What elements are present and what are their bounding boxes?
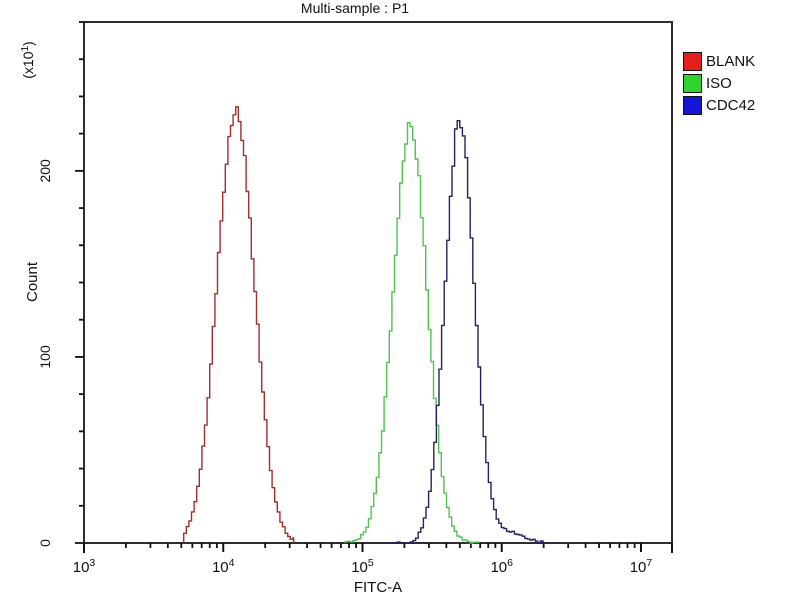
x-axis-tick-label: 104	[212, 557, 235, 576]
legend-swatch-blue	[683, 95, 702, 115]
y-axis-tick-label: 200	[37, 159, 53, 183]
legend-label: BLANK	[706, 52, 756, 70]
legend: BLANK ISO CDC42	[683, 51, 756, 118]
legend-swatch-green	[683, 73, 702, 93]
x-axis-tick-label: 105	[351, 557, 374, 576]
x-axis-tick-label: 103	[73, 557, 96, 576]
x-axis-tick-label: 107	[630, 557, 653, 576]
series-curve-cdc42	[387, 120, 550, 544]
x-axis-title: FITC-A	[354, 579, 402, 596]
series-curve-blank	[183, 106, 295, 543]
series-curve-iso	[344, 122, 480, 544]
y-axis-multiplier-label: (x101)	[20, 41, 36, 78]
x-axis-tick-label: 106	[490, 557, 513, 576]
chart-title: Multi-sample : P1	[300, 0, 410, 16]
legend-swatch-red	[683, 51, 702, 71]
plot-border	[83, 21, 673, 544]
legend-item-cdc42: CDC42	[683, 95, 756, 115]
legend-label: ISO	[706, 74, 732, 92]
legend-item-blank: BLANK	[683, 51, 756, 71]
legend-item-iso: ISO	[683, 73, 755, 93]
y-axis-title: Count	[24, 261, 41, 302]
y-axis-tick-label: 0	[37, 539, 53, 547]
y-axis-tick-label: 100	[37, 345, 53, 369]
legend-label: CDC42	[706, 96, 756, 114]
